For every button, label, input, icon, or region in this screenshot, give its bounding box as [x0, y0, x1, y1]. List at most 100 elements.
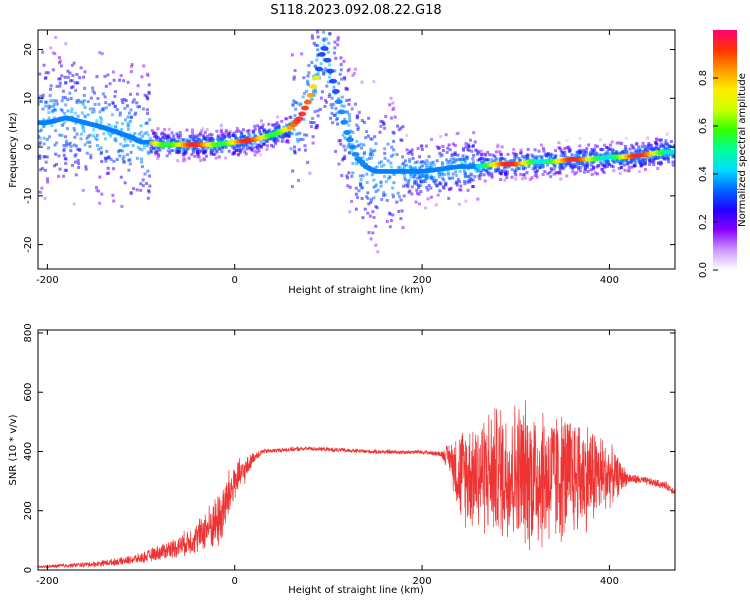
- spectrogram-cell: [436, 193, 440, 197]
- spectrogram-cell: [189, 137, 193, 141]
- spectrogram-cell: [64, 81, 68, 85]
- spectrogram-cell: [468, 180, 472, 184]
- spectrogram-cell: [576, 165, 580, 169]
- spectrogram-cell: [643, 144, 647, 148]
- spectrogram-cell: [391, 153, 395, 157]
- spectrogram-cell: [220, 128, 224, 132]
- spectrogram-cell: [405, 148, 409, 152]
- spectrogram-cell: [153, 150, 157, 154]
- spectrogram-cell: [335, 111, 339, 115]
- spectrogram-cell: [660, 155, 664, 159]
- spectrogram-cell: [424, 177, 428, 181]
- spectrogram-cell: [41, 93, 45, 97]
- spectrogram-cell: [169, 149, 173, 153]
- spectrogram-cell: [266, 137, 270, 141]
- spectrogram-cell: [402, 161, 406, 165]
- spectrogram-cell: [38, 190, 41, 194]
- spectrogram-cell: [333, 22, 336, 25]
- spectrogram-cell: [389, 96, 393, 100]
- spectrogram-cell: [47, 106, 51, 110]
- spectrogram-cell: [203, 130, 207, 134]
- spectrogram-cell: [535, 175, 539, 179]
- spectrogram-cell: [607, 159, 611, 163]
- spectrogram-cell: [245, 147, 249, 151]
- spectrogram-cell: [239, 130, 243, 134]
- spectrogram-cell: [54, 129, 58, 133]
- spectrogram-cell: [408, 160, 412, 164]
- spectrogram-cell: [603, 162, 607, 166]
- spectrogram-cell: [463, 179, 467, 183]
- spectrogram-cell: [429, 163, 433, 167]
- spectrogram-cell: [610, 140, 614, 144]
- spectrogram-cell: [406, 179, 410, 183]
- spectrogram-cell: [526, 147, 530, 151]
- y-tick-label: 0: [23, 567, 34, 573]
- spectrogram-cell: [214, 156, 218, 160]
- spectrogram-cell: [343, 154, 347, 158]
- spectrogram-ridge-cell: [340, 119, 349, 125]
- spectrogram-cell: [161, 135, 165, 139]
- spectrogram-cell: [146, 97, 150, 101]
- spectrogram-cell: [293, 113, 297, 117]
- spectrogram-cell: [467, 145, 471, 149]
- spectrogram-cell: [612, 169, 616, 173]
- spectrogram-cell: [451, 176, 455, 180]
- spectrogram-cell: [66, 75, 70, 79]
- spectrogram-cell: [128, 92, 132, 96]
- spectrogram-cell: [381, 193, 385, 197]
- spectrogram-cell: [294, 101, 298, 105]
- spectrogram-cell: [261, 125, 265, 129]
- spectrogram-cell: [427, 176, 431, 180]
- spectrogram-cell: [118, 154, 122, 158]
- spectrogram-cell: [500, 156, 504, 160]
- spectrogram-cell: [63, 96, 67, 100]
- spectrogram-cell: [322, 39, 326, 43]
- spectrogram-cell: [62, 149, 66, 153]
- spectrogram-cell: [475, 152, 479, 156]
- spectrogram-cell: [236, 152, 240, 156]
- spectrogram-cell: [113, 104, 117, 108]
- spectrogram-cell: [92, 107, 96, 111]
- colorbar-ticks: 0.00.20.40.60.8: [698, 70, 718, 278]
- spectrogram-cell: [314, 43, 318, 47]
- spectrogram-cell: [615, 151, 619, 155]
- spectrogram-cell: [68, 91, 72, 95]
- spectrogram-cell: [296, 132, 300, 136]
- spectrogram-cell: [112, 199, 116, 203]
- spectrogram-cell: [645, 136, 649, 140]
- spectrogram-cell: [537, 149, 541, 153]
- spectrogram-cell: [606, 161, 610, 165]
- spectrogram-cell: [426, 197, 430, 201]
- spectrogram-cell: [178, 134, 182, 138]
- spectrogram-ridge-cell: [312, 75, 321, 81]
- spectrogram-cell: [355, 162, 359, 166]
- spectrogram-cell: [139, 182, 143, 186]
- spectrogram-cell: [567, 145, 571, 149]
- spectrogram-cell: [53, 52, 57, 56]
- spectrogram-cell: [122, 79, 126, 83]
- spectrogram-cell: [41, 107, 45, 111]
- spectrogram-cell: [369, 147, 373, 151]
- spectrogram-cell: [55, 102, 59, 106]
- spectrogram-cell: [370, 198, 374, 202]
- spectrogram-cell: [156, 156, 160, 160]
- spectrogram-cell: [253, 141, 257, 145]
- spectrogram-cell: [424, 174, 428, 178]
- spectrogram-cell: [334, 56, 338, 60]
- spectrogram-cell: [147, 152, 151, 156]
- spectrogram-cell: [155, 149, 159, 153]
- spectrogram-cell: [311, 116, 315, 120]
- spectrogram-cell: [80, 100, 84, 104]
- spectrogram-cell: [60, 109, 64, 113]
- spectrogram-cell: [108, 82, 112, 86]
- spectrogram-cell: [272, 123, 276, 127]
- spectrogram-cell: [138, 147, 142, 151]
- spectrogram-cell: [327, 94, 331, 98]
- spectrogram-cell: [439, 135, 443, 139]
- spectrogram-cell: [296, 179, 300, 183]
- spectrogram-cell: [38, 140, 42, 144]
- spectrogram-cell: [371, 153, 375, 157]
- spectrogram-cell: [219, 137, 223, 141]
- spectrogram-cell: [138, 105, 142, 109]
- spectrogram-cell: [297, 148, 301, 152]
